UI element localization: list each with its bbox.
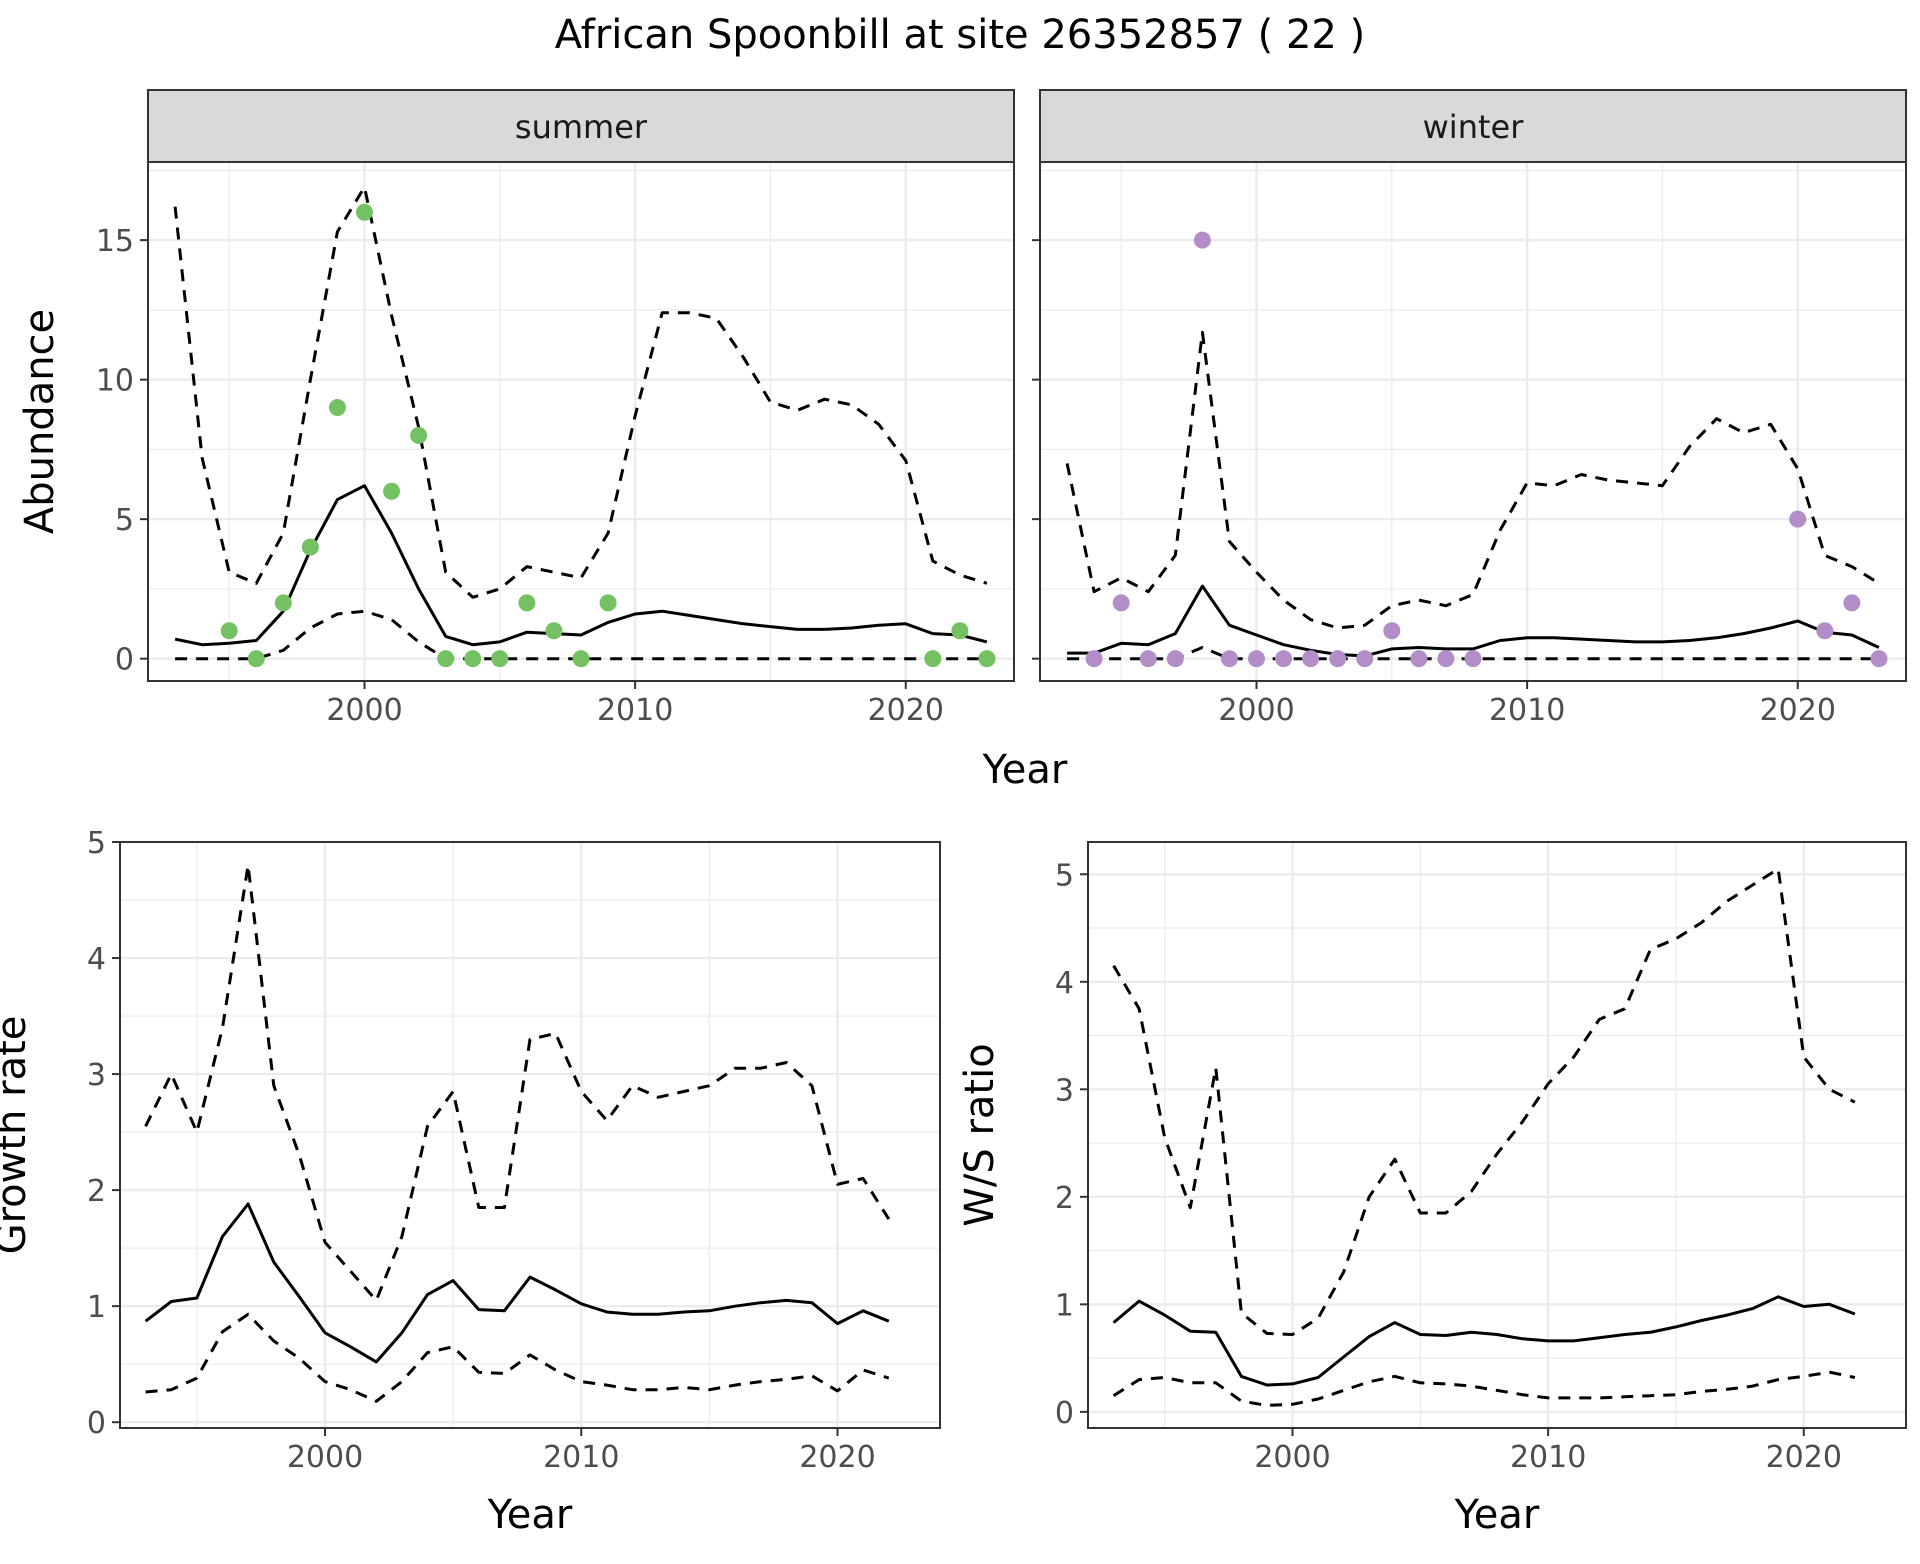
- data-point: [1220, 650, 1238, 668]
- data-point: [301, 538, 319, 556]
- data-point: [1464, 650, 1482, 668]
- growth-rate-panel: 2000 2010 2020 0 1 2 3 4 5 Year Growth rate: [0, 826, 941, 1538]
- figure-title: African Spoonbill at site 26352857 ( 22 …: [555, 12, 1365, 58]
- y-axis-label: Abundance: [17, 309, 63, 534]
- data-point: [1085, 650, 1103, 668]
- x-tick-label: 2000: [287, 1440, 363, 1475]
- series-upper-line: [1065, 330, 1880, 630]
- data-point: [518, 594, 536, 612]
- y-tick-label: 5: [1055, 858, 1074, 893]
- data-point: [1166, 650, 1184, 668]
- data-point: [437, 650, 455, 668]
- x-tick-label: 2010: [1510, 1440, 1586, 1475]
- y-tick-label: 0: [1055, 1396, 1074, 1431]
- panel-background: [148, 162, 1014, 681]
- abundance-x-axis-label: Year: [982, 747, 1068, 793]
- y-tick-label: 3: [87, 1058, 106, 1093]
- x-axis-label: Year: [487, 1492, 573, 1538]
- data-point: [328, 399, 346, 417]
- y-axis-label: W/S ratio: [957, 1043, 1003, 1226]
- data-point: [464, 650, 482, 668]
- facet-strip: [147, 89, 1015, 163]
- data-point: [1843, 594, 1861, 612]
- data-point: [1437, 650, 1455, 668]
- x-tick-label: 2010: [597, 693, 673, 728]
- data-point: [1139, 650, 1157, 668]
- data-point: [1275, 650, 1293, 668]
- data-point: [1870, 650, 1888, 668]
- x-tick-label: 2000: [1218, 693, 1294, 728]
- y-tick-label: 1: [87, 1290, 106, 1325]
- y-tick-label: 0: [87, 1406, 106, 1441]
- data-point: [572, 650, 590, 668]
- series-upper-line: [144, 863, 891, 1302]
- y-tick-label: 15: [96, 224, 134, 259]
- facet-strip: [1039, 89, 1907, 163]
- data-point: [545, 622, 563, 640]
- y-tick-label: 10: [96, 364, 134, 399]
- y-tick-label: 2: [1055, 1181, 1074, 1216]
- x-tick-label: 2020: [1760, 693, 1836, 728]
- y-tick-label: 4: [1055, 966, 1074, 1001]
- x-tick-label: 2010: [543, 1440, 619, 1475]
- data-point: [951, 622, 969, 640]
- panel-background: [120, 842, 940, 1428]
- data-point: [599, 594, 617, 612]
- series-median-line: [1067, 584, 1880, 658]
- abundance-winter-panel: winter 2000 2010 2020: [1032, 89, 1907, 728]
- data-point: [1302, 650, 1320, 668]
- x-axis-label: Year: [1454, 1492, 1540, 1538]
- y-tick-label: 3: [1055, 1073, 1074, 1108]
- x-tick-label: 2020: [868, 693, 944, 728]
- series-upper-line: [173, 185, 988, 599]
- data-point: [247, 650, 265, 668]
- series-lower-line: [1112, 1370, 1856, 1407]
- panel-background: [1040, 162, 1906, 681]
- x-tick-label: 2020: [799, 1440, 875, 1475]
- data-point: [410, 426, 428, 444]
- abundance-summer-panel: summer 2000 2010 2020 0 5 10 15 Abundance: [17, 89, 1015, 728]
- panel-background: [1088, 842, 1906, 1428]
- series-median-line: [144, 1202, 890, 1364]
- data-point: [1248, 650, 1265, 668]
- y-tick-label: 0: [115, 643, 134, 678]
- data-point: [1789, 510, 1807, 528]
- data-point: [1112, 594, 1130, 612]
- x-tick-label: 2000: [1254, 1440, 1330, 1475]
- y-axis-label: Growth rate: [0, 1016, 35, 1255]
- data-point: [1193, 231, 1211, 249]
- data-point: [383, 482, 401, 500]
- series-upper-line: [1112, 867, 1856, 1336]
- data-point: [1410, 650, 1428, 668]
- x-tick-label: 2020: [1766, 1440, 1842, 1475]
- data-point: [274, 594, 292, 612]
- data-point: [924, 650, 942, 668]
- panel-border: [119, 841, 941, 1429]
- data-point: [1356, 650, 1374, 668]
- y-tick-label: 1: [1055, 1288, 1074, 1323]
- y-tick-label: 4: [87, 942, 106, 977]
- series-lower-line: [145, 1312, 890, 1403]
- y-tick-label: 5: [115, 503, 134, 538]
- data-point: [1329, 650, 1347, 668]
- facet-strip-label: winter: [1423, 108, 1525, 146]
- y-tick-label: 2: [87, 1174, 106, 1209]
- panel-border: [1087, 841, 1907, 1429]
- ws-ratio-panel: 2000 2010 2020 0 1 2 3 4 5 Year W/S ratio: [957, 841, 1907, 1538]
- data-point: [356, 203, 373, 221]
- y-tick-label: 5: [87, 826, 106, 861]
- series-lower-line: [175, 609, 987, 661]
- data-point: [978, 650, 996, 668]
- data-point: [220, 622, 238, 640]
- x-tick-label: 2010: [1489, 693, 1565, 728]
- data-point: [1816, 622, 1834, 640]
- data-point: [491, 650, 509, 668]
- data-point: [1383, 622, 1401, 640]
- x-tick-label: 2000: [326, 693, 402, 728]
- facet-strip-label: summer: [515, 108, 648, 146]
- series-median-line: [1112, 1295, 1856, 1387]
